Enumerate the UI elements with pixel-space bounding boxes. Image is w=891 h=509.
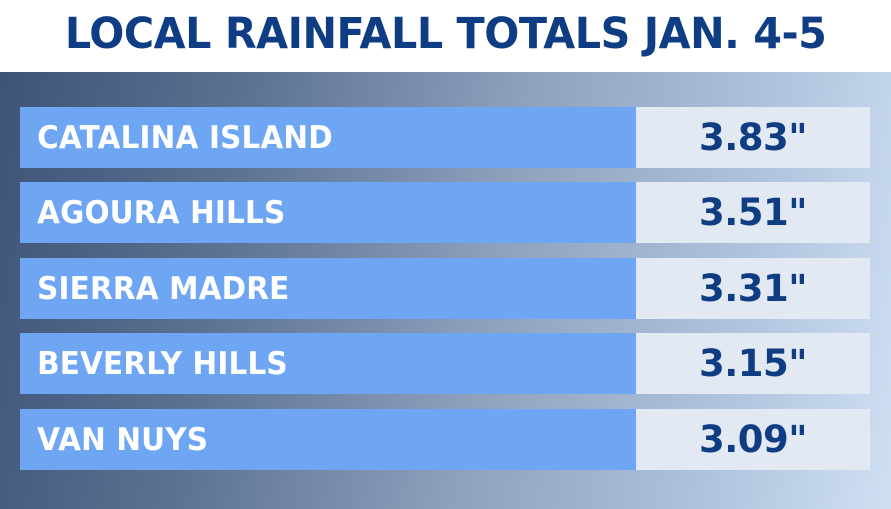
location-name: CATALINA ISLAND bbox=[37, 119, 333, 156]
value-cell: 3.15" bbox=[636, 333, 870, 394]
table-row: VAN NUYS 3.09" bbox=[20, 409, 871, 470]
location-cell: SIERRA MADRE bbox=[20, 258, 636, 319]
value-cell: 3.83" bbox=[636, 107, 870, 168]
location-name: AGOURA HILLS bbox=[37, 194, 286, 231]
rainfall-value: 3.15" bbox=[698, 342, 808, 385]
location-name: SIERRA MADRE bbox=[37, 270, 290, 307]
table-row: AGOURA HILLS 3.51" bbox=[20, 182, 871, 243]
value-cell: 3.51" bbox=[636, 182, 870, 243]
location-name: VAN NUYS bbox=[37, 421, 209, 458]
table-row: SIERRA MADRE 3.31" bbox=[20, 258, 871, 319]
header: LOCAL RAINFALL TOTALS JAN. 4-5 bbox=[0, 0, 891, 72]
value-cell: 3.09" bbox=[636, 409, 870, 470]
location-cell: BEVERLY HILLS bbox=[20, 333, 636, 394]
table-row: BEVERLY HILLS 3.15" bbox=[20, 333, 871, 394]
location-cell: VAN NUYS bbox=[20, 409, 636, 470]
chart-title: LOCAL RAINFALL TOTALS JAN. 4-5 bbox=[64, 8, 827, 59]
rainfall-value: 3.83" bbox=[698, 116, 808, 159]
location-cell: CATALINA ISLAND bbox=[20, 107, 636, 168]
location-cell: AGOURA HILLS bbox=[20, 182, 636, 243]
rainfall-table: CATALINA ISLAND 3.83" AGOURA HILLS 3.51"… bbox=[0, 72, 891, 509]
location-name: BEVERLY HILLS bbox=[37, 345, 288, 382]
rainfall-value: 3.51" bbox=[698, 191, 808, 234]
rainfall-value: 3.31" bbox=[698, 267, 808, 310]
rainfall-value: 3.09" bbox=[698, 418, 808, 461]
table-row: CATALINA ISLAND 3.83" bbox=[20, 107, 871, 168]
value-cell: 3.31" bbox=[636, 258, 870, 319]
